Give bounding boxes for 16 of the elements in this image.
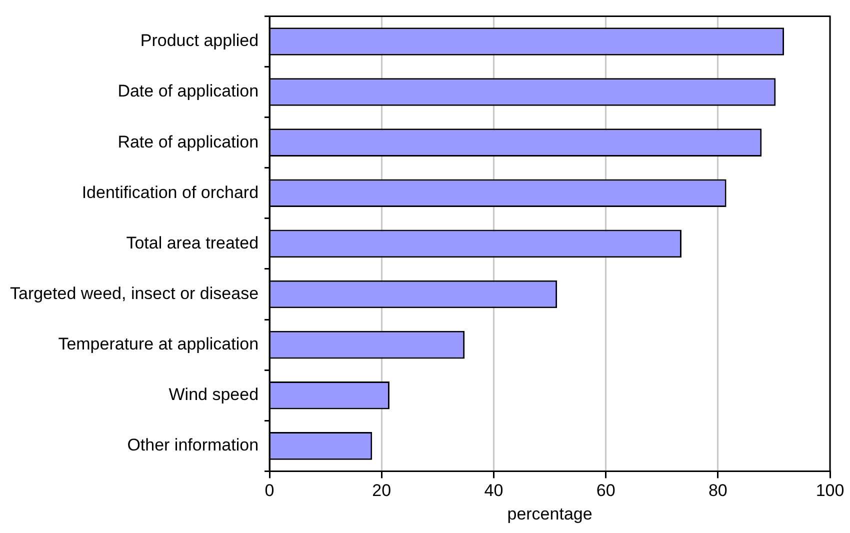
y-tick-label: Temperature at application xyxy=(58,334,259,354)
y-tick-label: Rate of application xyxy=(118,132,259,152)
x-tick-label: 100 xyxy=(816,481,844,500)
y-tick-label: Targeted weed, insect or disease xyxy=(10,284,259,303)
y-tick-label: Other information xyxy=(127,436,259,455)
y-tick-label: Product applied xyxy=(140,31,259,50)
x-tick-label: 60 xyxy=(596,481,616,500)
x-tick-label: 0 xyxy=(264,481,274,500)
y-tick-label: Wind speed xyxy=(168,385,259,404)
x-tick-label: 40 xyxy=(484,481,504,500)
y-tick-label: Total area treated xyxy=(126,233,259,252)
x-tick-label: 80 xyxy=(708,481,728,500)
y-tick-label: Identification of orchard xyxy=(82,182,259,202)
y-tick-label: Date of application xyxy=(118,82,259,101)
x-axis-title: percentage xyxy=(507,504,592,524)
x-tick-label: 20 xyxy=(372,481,392,500)
